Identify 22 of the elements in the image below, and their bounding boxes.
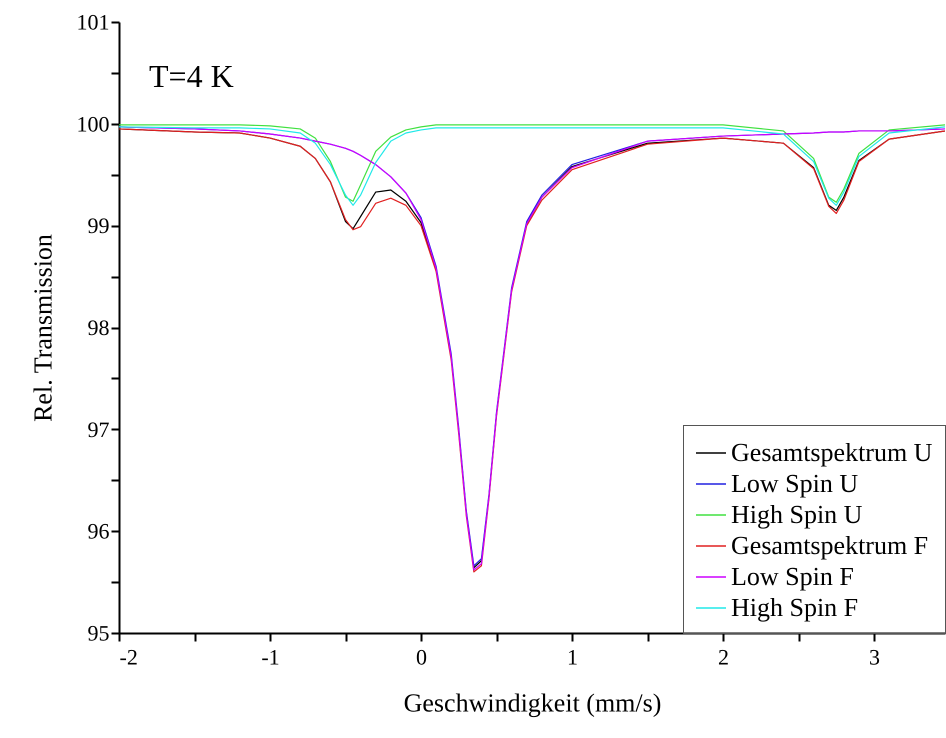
x-tick-label: 0: [416, 644, 428, 670]
y-tick-label: 100: [76, 111, 110, 136]
y-tick-label: 101: [76, 10, 110, 34]
x-tick-label: -1: [261, 644, 280, 670]
legend-label: High Spin F: [731, 593, 858, 622]
y-tick-label: 95: [88, 620, 110, 646]
y-tick-label: 97: [88, 416, 110, 442]
legend-label: Low Spin U: [731, 469, 858, 498]
y-axis-title: Rel. Transmission: [28, 234, 58, 422]
legend-label: Gesamtspektrum U: [731, 438, 933, 467]
annotation: T=4 K: [149, 58, 234, 94]
y-tick-label: 98: [88, 315, 110, 340]
y-tick-label: 96: [88, 518, 110, 544]
x-tick-label: -2: [120, 644, 138, 670]
x-tick-label: 2: [718, 644, 730, 670]
x-axis-title: Geschwindigkeit (mm/s): [404, 688, 662, 718]
x-tick-label: 3: [869, 644, 880, 670]
y-tick-label: 99: [88, 213, 110, 238]
x-tick-label: 1: [567, 644, 578, 670]
legend-label: Gesamtspektrum F: [731, 531, 928, 560]
legend-label: Low Spin F: [731, 562, 854, 591]
legend-label: High Spin U: [731, 500, 863, 529]
